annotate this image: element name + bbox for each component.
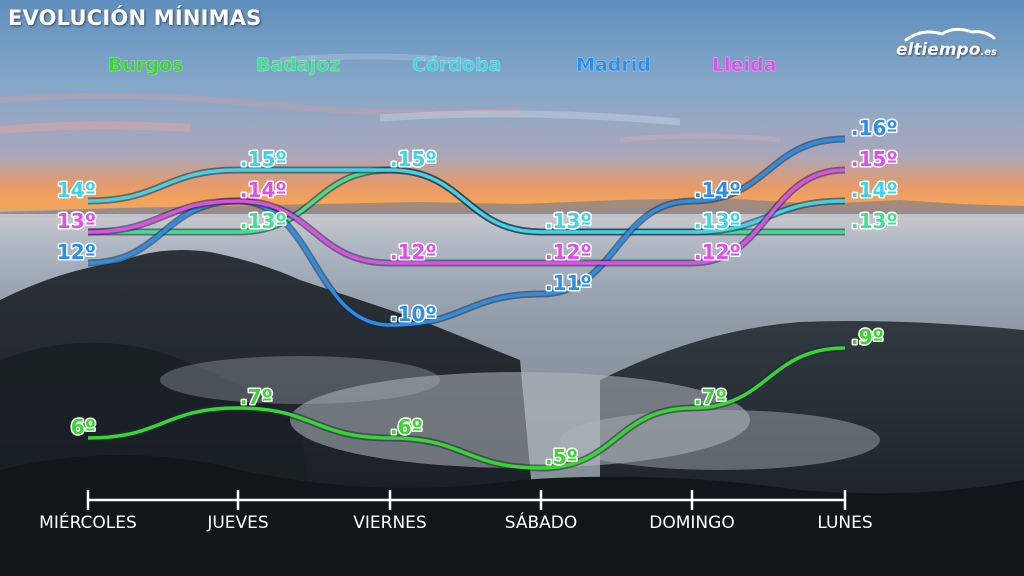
data-label-crdoba-0: 14º xyxy=(57,178,96,202)
logo-name: eltiempo xyxy=(896,40,981,60)
x-tick-label-4: DOMINGO xyxy=(649,513,734,533)
data-label-burgos-4: .7º xyxy=(694,385,727,409)
legend-crdoba: Córdoba xyxy=(412,54,502,76)
logo-text: eltiempo.es xyxy=(896,40,997,60)
data-label-crdoba-4: .13º xyxy=(694,209,741,233)
legend-lleida: Lleida xyxy=(712,54,777,76)
data-label-madrid-4: .14º xyxy=(694,178,741,202)
data-label-crdoba-1: .15º xyxy=(240,147,287,171)
series-line-burgos xyxy=(87,346,846,470)
data-label-lleida-1: .14º xyxy=(240,178,287,202)
data-label-madrid-3: .11º xyxy=(545,271,592,295)
data-label-burgos-0: 6º xyxy=(71,415,96,439)
data-label-badajoz-3: .13º xyxy=(545,209,592,233)
data-label-lleida-0: 13º xyxy=(57,209,96,233)
logo-domain: .es xyxy=(980,47,997,58)
eltiempo-logo: eltiempo.es xyxy=(896,27,1006,60)
data-label-lleida-5: .15º xyxy=(851,147,898,171)
data-label-crdoba-3: .13º xyxy=(545,209,592,233)
x-tick-label-1: JUEVES xyxy=(206,513,268,533)
data-label-badajoz-5: .13º xyxy=(851,209,898,233)
data-label-crdoba-5: .14º xyxy=(851,178,898,202)
x-tick-label-2: VIERNES xyxy=(353,513,426,533)
cloud-swoosh-icon xyxy=(904,27,996,42)
data-label-crdoba-2: .15º xyxy=(390,147,437,171)
data-label-burgos-2: .6º xyxy=(390,415,423,439)
data-label-lleida-4: .12º xyxy=(694,240,741,264)
series-line-lleida xyxy=(87,168,846,265)
data-label-madrid-2: .10º xyxy=(390,302,437,326)
series-line-shadow-burgos xyxy=(87,344,846,472)
page-title: EVOLUCIÓN MÍNIMAS xyxy=(8,6,262,30)
data-label-badajoz-0: 13º xyxy=(57,209,96,233)
data-label-badajoz-1: .13º xyxy=(240,209,287,233)
data-label-burgos-5: .9º xyxy=(851,325,884,349)
x-tick-label-0: MIÉRCOLES xyxy=(39,511,137,533)
series-line-crdoba xyxy=(87,168,846,234)
data-label-burgos-3: .5º xyxy=(545,445,578,469)
data-label-madrid-0: 12º xyxy=(57,240,96,264)
data-label-madrid-1: .14º xyxy=(240,178,287,202)
legend-burgos: Burgos xyxy=(108,54,184,76)
data-label-badajoz-2: .15º xyxy=(390,147,437,171)
data-label-badajoz-4: .13º xyxy=(694,209,741,233)
x-tick-label-5: LUNES xyxy=(817,513,872,533)
data-label-lleida-2: .12º xyxy=(390,240,437,264)
data-label-madrid-5: .16º xyxy=(851,116,898,140)
data-label-lleida-3: .12º xyxy=(545,240,592,264)
legend-madrid: Madrid xyxy=(576,54,651,76)
legend-badajoz: Badajoz xyxy=(256,54,341,76)
chart-legend: Burgos Badajoz Córdoba Madrid Lleida xyxy=(0,54,1024,84)
x-tick-label-3: SÁBADO xyxy=(505,511,578,533)
data-label-burgos-1: .7º xyxy=(240,385,273,409)
